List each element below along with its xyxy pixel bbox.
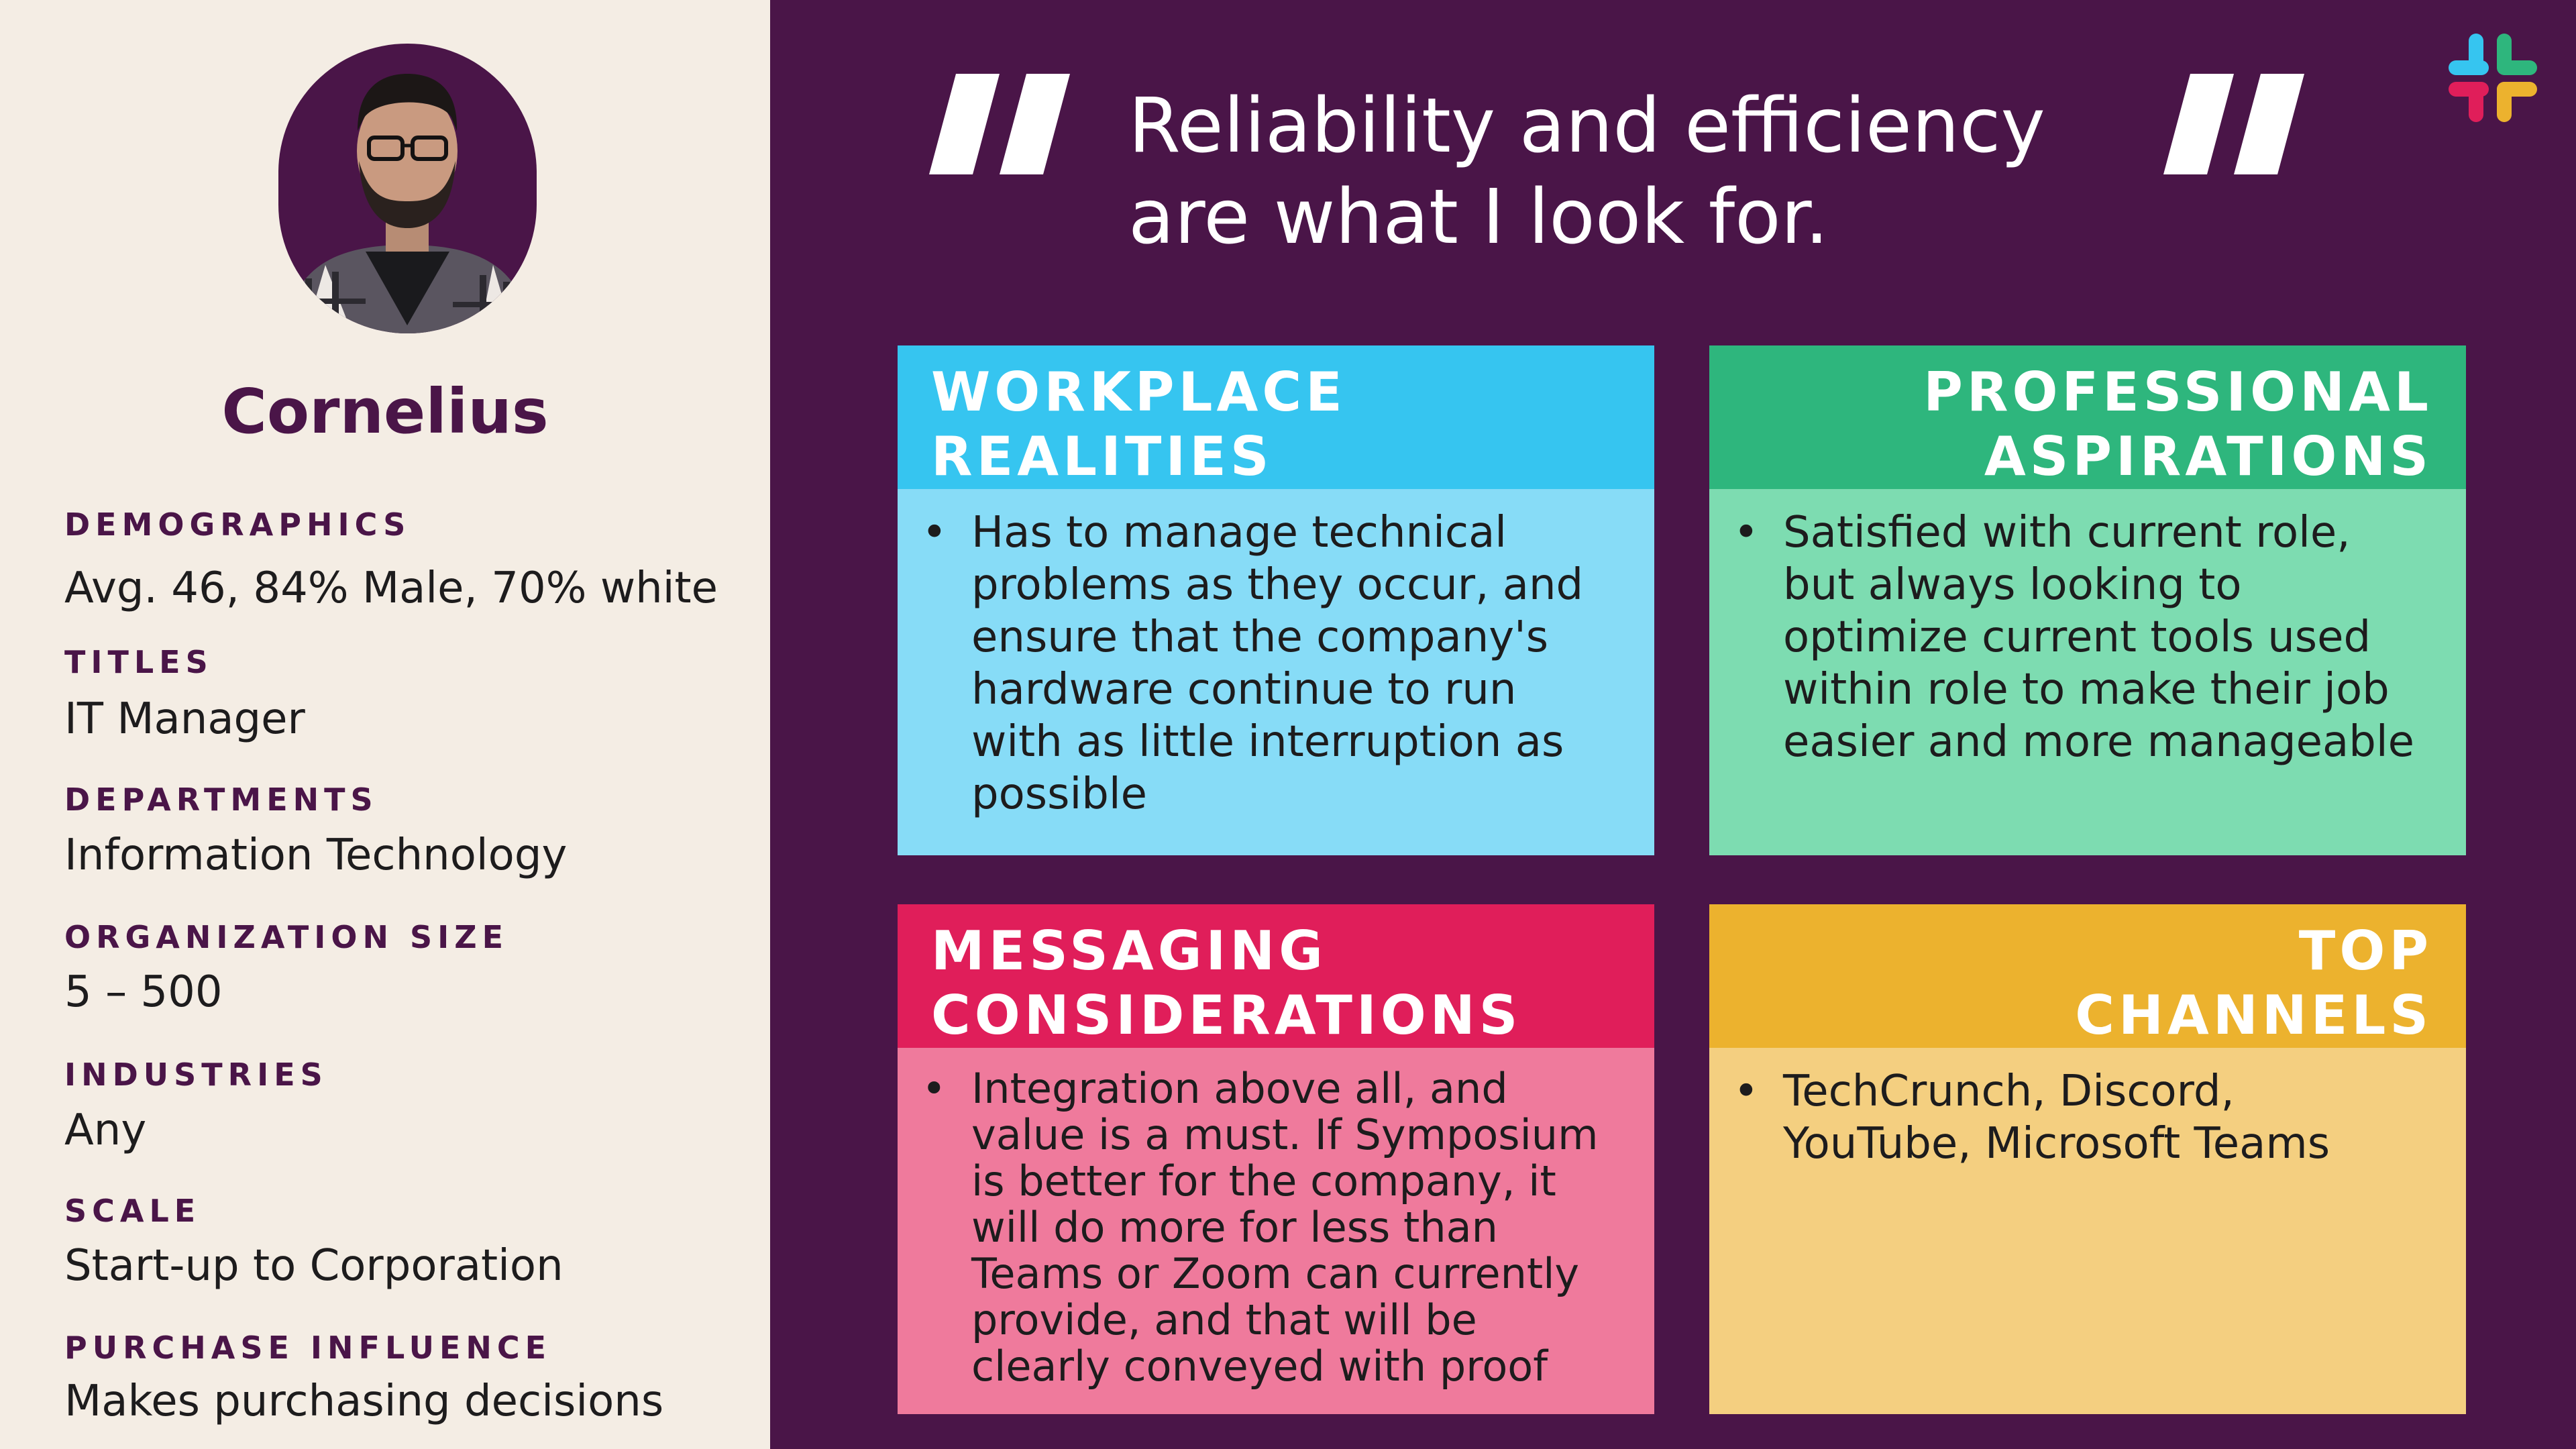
departments-value: Information Technology [64, 830, 568, 880]
persona-sidebar: Cornelius DEMOGRAPHICS Avg. 46, 84% Male… [0, 0, 770, 1449]
bullet-icon: • [1733, 1067, 1759, 1116]
top-channels-body: • TechCrunch, Discord, YouTube, Microsof… [1709, 1048, 2466, 1414]
workplace-realities-header: WORKPLACE REALITIES [898, 345, 1654, 489]
organization-size-value: 5 – 500 [64, 967, 223, 1017]
close-quote-icon [2163, 74, 2304, 174]
purchase-influence-value: Makes purchasing decisions [64, 1377, 664, 1426]
scale-label: SCALE [64, 1193, 201, 1229]
card-title-line-1: TOP [2298, 920, 2432, 982]
persona-name: Cornelius [221, 376, 549, 447]
open-quote-icon [929, 74, 1070, 174]
card-text: Integration above all, and value is a mu… [971, 1064, 1599, 1391]
industries-value: Any [64, 1106, 147, 1155]
card-title-line-1: WORKPLACE [931, 361, 1346, 423]
persona-quote: Reliability and efficiency are what I lo… [1128, 80, 2068, 263]
messaging-considerations-header: MESSAGING CONSIDERATIONS [898, 904, 1654, 1048]
slack-logo-icon [2449, 34, 2537, 122]
card-title-line-1: PROFESSIONAL [1923, 361, 2432, 423]
demographics-label: DEMOGRAPHICS [64, 506, 411, 543]
top-channels-header: TOP CHANNELS [1709, 904, 2466, 1048]
messaging-considerations-card: MESSAGING CONSIDERATIONS • Integration a… [898, 904, 1654, 1414]
scale-value: Start-up to Corporation [64, 1241, 564, 1291]
card-title-line-2: REALITIES [931, 425, 1273, 488]
professional-aspirations-card: PROFESSIONAL ASPIRATIONS • Satisfied wit… [1709, 345, 2466, 855]
card-title-line-2: ASPIRATIONS [1984, 425, 2432, 488]
card-title-line-1: MESSAGING [931, 920, 1327, 982]
messaging-considerations-body: • Integration above all, and value is a … [898, 1048, 1654, 1414]
avatar [278, 44, 537, 333]
titles-value: IT Manager [64, 694, 305, 744]
avatar-photo [278, 44, 537, 333]
workplace-realities-body: • Has to manage technical problems as th… [898, 489, 1654, 855]
bullet-icon: • [922, 1064, 947, 1113]
bullet-icon: • [1733, 508, 1759, 557]
demographics-value: Avg. 46, 84% Male, 70% white [64, 564, 718, 613]
professional-aspirations-header: PROFESSIONAL ASPIRATIONS [1709, 345, 2466, 489]
titles-label: TITLES [64, 644, 213, 680]
quote-line-2: are what I look for. [1128, 174, 1829, 261]
card-text: Has to manage technical problems as they… [971, 508, 1584, 819]
professional-aspirations-body: • Satisfied with current role, but alway… [1709, 489, 2466, 855]
purchase-influence-label: PURCHASE INFLUENCE [64, 1330, 552, 1366]
workplace-realities-card: WORKPLACE REALITIES • Has to manage tech… [898, 345, 1654, 855]
card-text: Satisfied with current role, but always … [1783, 508, 2414, 767]
card-title-line-2: CONSIDERATIONS [931, 984, 1522, 1046]
bullet-icon: • [922, 508, 947, 557]
card-title-line-2: CHANNELS [2075, 984, 2432, 1046]
quote-line-1: Reliability and efficiency [1128, 83, 2045, 170]
industries-label: INDUSTRIES [64, 1057, 328, 1093]
organization-size-label: ORGANIZATION SIZE [64, 919, 509, 955]
departments-label: DEPARTMENTS [64, 782, 378, 818]
top-channels-card: TOP CHANNELS • TechCrunch, Discord, YouT… [1709, 904, 2466, 1414]
card-text: TechCrunch, Discord, YouTube, Microsoft … [1783, 1067, 2330, 1169]
